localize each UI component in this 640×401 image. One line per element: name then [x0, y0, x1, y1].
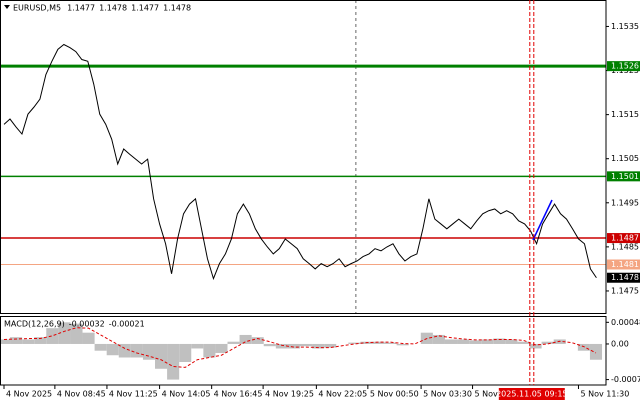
- macd-bar: [372, 341, 385, 344]
- y-tick-label: 1.1485: [611, 242, 639, 251]
- level-label: 1.1481: [611, 260, 639, 269]
- level-label-box: [607, 171, 640, 182]
- macd-bar: [34, 337, 47, 344]
- macd-bar: [469, 340, 482, 344]
- y-tick-label: -0.00079: [611, 375, 640, 384]
- macd-bar: [179, 343, 192, 362]
- level-label-box: [607, 259, 640, 270]
- y-tick-label: 0.00: [611, 339, 629, 348]
- x-tick-label: 4 Nov 11:25: [109, 390, 158, 399]
- macd-panel: 0.00048 0.00 -0.00079: [0, 318, 640, 384]
- ohlc-value: 1.1477: [67, 4, 95, 13]
- macd-bar: [215, 343, 228, 353]
- price-frame: [0, 0, 607, 314]
- macd-bar: [130, 343, 143, 358]
- macd-bar: [529, 343, 542, 349]
- macd-bar: [227, 341, 240, 344]
- macd-bar: [541, 341, 554, 344]
- macd-bar: [118, 343, 131, 358]
- cursor-label-box: [498, 388, 565, 400]
- macd-bar: [287, 343, 300, 349]
- x-tick-label: 5 Nov 03:30: [423, 390, 472, 399]
- macd-bar: [251, 337, 264, 344]
- macd-frame: [0, 316, 607, 386]
- macd-bar: [82, 332, 95, 344]
- macd-bar: [239, 334, 252, 344]
- macd-bar: [10, 337, 23, 344]
- signal-line: [3, 327, 597, 368]
- macd-bar: [46, 328, 59, 344]
- x-tick-label: 5 Nov 11:30: [580, 390, 629, 399]
- macd-bar: [348, 342, 361, 344]
- y-tick-label: 1.1495: [611, 198, 639, 207]
- macd-bar: [299, 343, 313, 347]
- macd-bar: [432, 334, 445, 344]
- x-tick-label: 5 Nov 00:50: [370, 390, 419, 399]
- macd-bar: [312, 343, 325, 349]
- y-tick-label: 1.1515: [611, 110, 639, 119]
- symbol-title: EURUSD,M5: [13, 4, 61, 13]
- x-tick-label: 4 Nov 22:05: [318, 390, 367, 399]
- level-label-box: [607, 61, 640, 72]
- macd-bar: [263, 343, 276, 347]
- x-tick-label: 4 Nov 16:45: [214, 390, 263, 399]
- x-tick-label: 4 Nov 19:25: [265, 390, 314, 399]
- current-price-box: [607, 272, 640, 283]
- macd-bar: [203, 343, 216, 358]
- y-tick-label: 1.1505: [611, 154, 639, 163]
- ohlc-value: 1.1478: [163, 4, 191, 13]
- macd-bar: [517, 341, 530, 344]
- y-tick-label: 1.1535: [611, 22, 639, 31]
- cursor-label: 2025.11.05 09:15: [496, 390, 567, 399]
- macd-readout: -0.00021: [109, 320, 145, 329]
- macd-bar: [589, 343, 603, 360]
- price-line: [3, 43, 597, 281]
- macd-bar: [0, 339, 11, 344]
- level-label: 1.1526: [611, 62, 639, 71]
- macd-bar: [457, 339, 470, 344]
- y-tick-label: 1.1475: [611, 286, 639, 295]
- y-tick-label: 0.00048: [611, 318, 640, 327]
- macd-bar: [275, 343, 288, 349]
- level-label: 1.1487: [611, 234, 639, 243]
- macd-bar: [167, 343, 180, 380]
- menu-icon[interactable]: [4, 5, 10, 9]
- x-tick-label: 4 Nov 08:45: [57, 390, 106, 399]
- macd-bar: [396, 343, 409, 346]
- macd-bar: [58, 322, 71, 344]
- macd-bar: [94, 343, 107, 351]
- x-tick-label: 4 Nov 14:05: [162, 390, 211, 399]
- level-label: 1.1501: [611, 172, 639, 181]
- macd-bar: [22, 339, 35, 344]
- macd-bar: [577, 343, 590, 351]
- macd-bar: [106, 343, 119, 356]
- level-label-box: [607, 233, 640, 244]
- x-tick-label: 4 Nov 2025: [6, 390, 52, 399]
- macd-bar: [155, 343, 168, 369]
- macd-readout: -0.00032: [69, 320, 105, 329]
- trend-line: [532, 199, 553, 241]
- macd-bar: [493, 338, 506, 344]
- macd-bar: [505, 339, 518, 344]
- macd-bar: [384, 342, 397, 344]
- current-price: 1.1478: [611, 273, 639, 282]
- macd-bar: [191, 343, 204, 349]
- ohlc-value: 1.1478: [99, 4, 127, 13]
- x-tick-label: 5 Nov: [475, 390, 499, 399]
- macd-bar: [444, 339, 458, 344]
- macd-bar: [324, 343, 337, 348]
- macd-bar: [481, 339, 494, 344]
- macd-title: MACD(12,26,9): [4, 320, 65, 329]
- ohlc-value: 1.1477: [131, 4, 159, 13]
- price-panel: 1.14751.14851.14951.15051.15151.15251.15…: [0, 0, 640, 313]
